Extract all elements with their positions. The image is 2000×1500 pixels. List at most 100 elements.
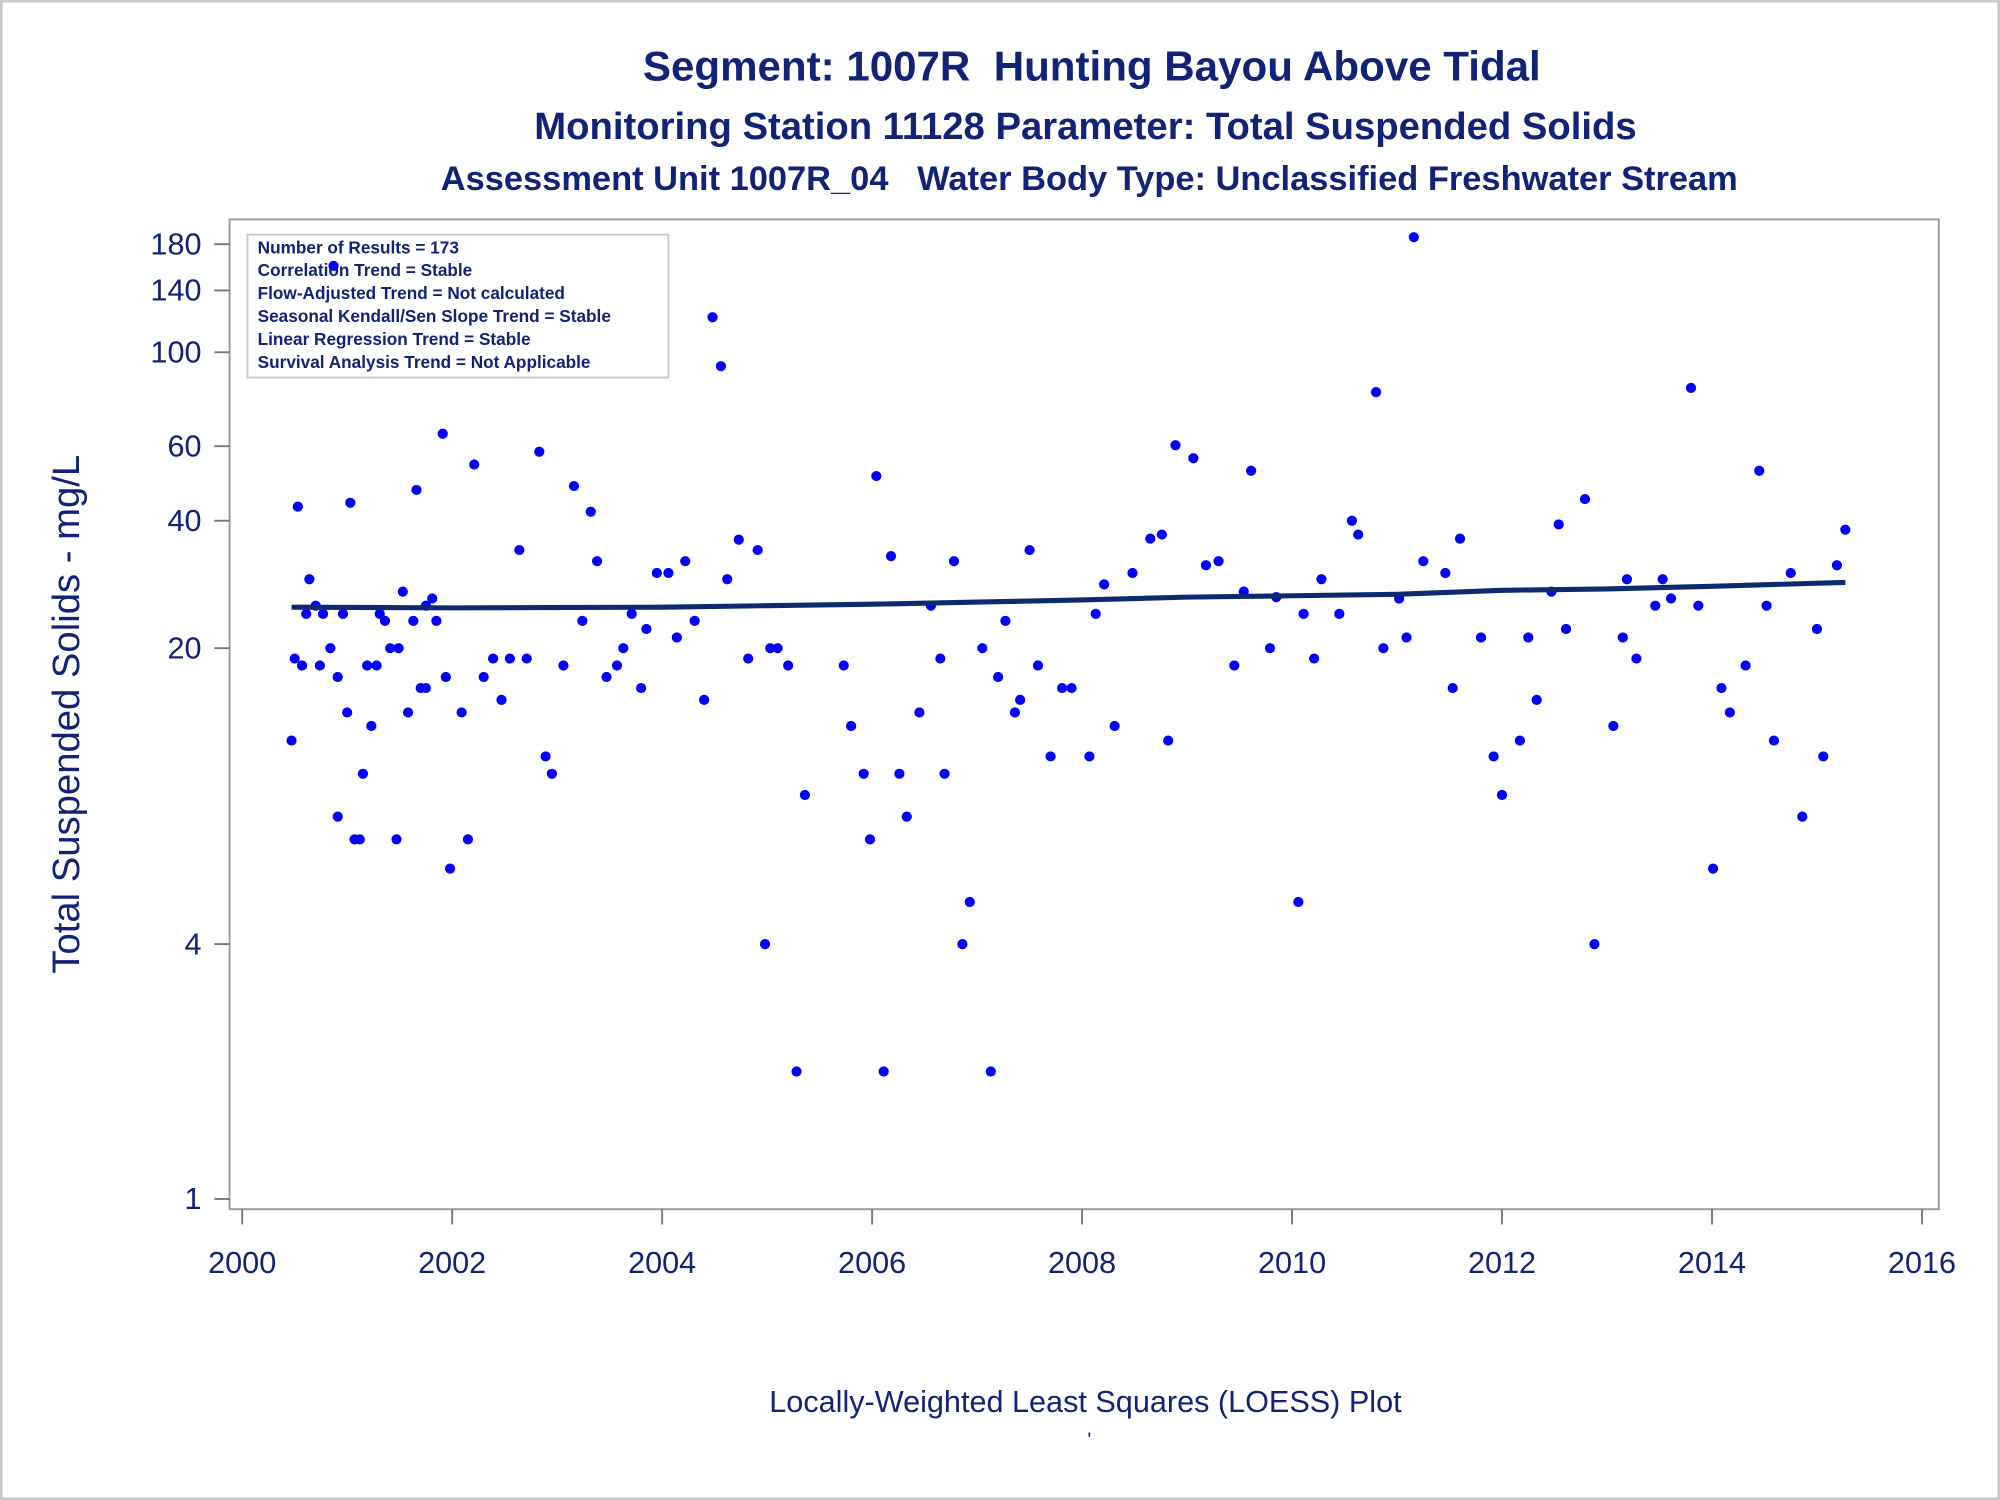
data-point [759, 938, 771, 950]
data-point [1560, 623, 1572, 635]
data-point [1754, 465, 1765, 476]
data-point [871, 470, 882, 482]
x-tick-label: 2004 [628, 1246, 696, 1280]
annotation: Seasonal Kendall/Sen Slope Trend = Stabl… [258, 306, 611, 326]
data-point [752, 544, 763, 556]
data-point [743, 653, 754, 664]
data-point [1090, 608, 1101, 619]
data-point [1246, 465, 1257, 476]
x-tick-label: 2006 [838, 1246, 906, 1280]
x-tick-label: 2002 [418, 1246, 486, 1280]
data-point [1163, 735, 1174, 746]
data-point [444, 863, 456, 874]
data-point [540, 751, 551, 762]
data-point [1316, 574, 1327, 585]
data-point [1514, 735, 1525, 746]
x-tick-label: 2000 [208, 1246, 276, 1280]
data-point [1353, 529, 1364, 540]
data-point [722, 574, 733, 585]
annotation: Linear Regression Trend = Stable [258, 329, 531, 349]
data-point [901, 811, 912, 822]
data-point [1057, 682, 1068, 694]
data-point [286, 735, 297, 746]
data-point [431, 615, 442, 626]
x-tick-label: 2008 [1048, 1246, 1116, 1280]
data-point [408, 615, 419, 626]
data-point [440, 671, 451, 683]
data-point [488, 653, 499, 664]
data-point [1378, 643, 1389, 654]
data-point [332, 671, 343, 683]
data-point [411, 484, 422, 496]
data-point [914, 707, 925, 718]
annotation-box [246, 233, 670, 379]
data-point [1531, 694, 1542, 705]
data-point [357, 768, 369, 779]
data-point [985, 1066, 996, 1077]
data-point [420, 682, 432, 694]
data-point [504, 653, 516, 664]
data-point [977, 643, 988, 654]
annotation: Flow-Adjusted Trend = Not calculated [258, 283, 565, 303]
data-point [478, 671, 489, 683]
data-point [296, 660, 308, 671]
data-point [715, 361, 727, 372]
data-point [385, 643, 396, 654]
data-point [362, 660, 373, 671]
data-point [1454, 533, 1466, 544]
data-point [427, 593, 438, 604]
chart-subtitle: Monitoring Station 11128 Parameter: Tota… [534, 105, 1636, 148]
data-point [1650, 600, 1661, 611]
data-point [469, 459, 480, 470]
data-point [611, 660, 623, 671]
data-point [568, 480, 580, 492]
data-point [641, 623, 652, 635]
data-point [393, 643, 404, 654]
data-point [292, 501, 303, 512]
data-point [858, 768, 869, 779]
data-point [402, 707, 414, 718]
data-point [957, 938, 968, 950]
x-tick-label: 2016 [1888, 1246, 1956, 1280]
y-tick-label: 180 [150, 227, 201, 261]
data-point [885, 551, 897, 562]
data-point [699, 694, 710, 705]
data-point [397, 586, 408, 597]
data-point [1840, 524, 1851, 535]
data-point [1200, 560, 1212, 571]
data-point [799, 789, 811, 801]
data-point [1579, 493, 1591, 505]
data-point [1084, 751, 1095, 762]
data-point [636, 682, 647, 694]
plot-frame [228, 218, 1940, 1211]
data-point [1693, 600, 1704, 611]
data-point [366, 720, 377, 732]
data-point [663, 567, 674, 579]
data-point [558, 660, 569, 671]
data-point [1785, 567, 1796, 579]
data-point [1145, 533, 1156, 544]
data-point [1447, 682, 1458, 694]
data-point [342, 707, 353, 718]
data-point [1631, 653, 1642, 664]
y-tick-label: 140 [150, 274, 201, 308]
data-point [689, 615, 700, 626]
data-point [783, 660, 794, 671]
data-point [1000, 615, 1011, 626]
data-point [1109, 720, 1120, 732]
data-point [289, 653, 300, 664]
chart-title: Segment: 1007R Hunting Bayou Above Tidal [643, 42, 1541, 89]
data-point [1475, 632, 1487, 643]
data-point [601, 671, 612, 683]
footnote-mark: ' [1087, 1429, 1091, 1451]
data-point [301, 608, 312, 619]
data-point [496, 694, 507, 705]
data-point [1418, 556, 1429, 567]
data-point [1818, 751, 1829, 762]
data-point [1761, 600, 1772, 611]
data-point [591, 556, 603, 567]
data-point [1408, 232, 1419, 243]
data-point [1811, 623, 1823, 635]
data-point [391, 834, 402, 845]
data-point [521, 653, 532, 664]
